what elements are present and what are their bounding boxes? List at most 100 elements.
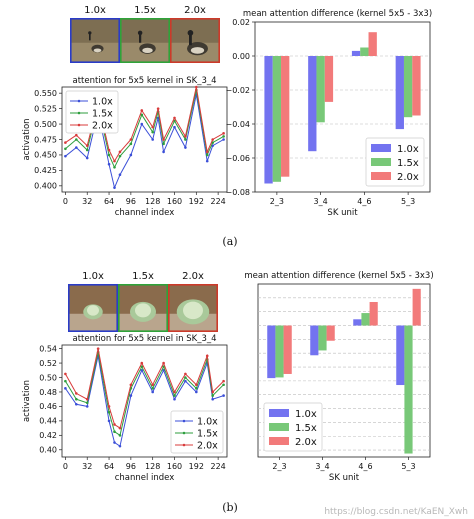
- series-point: [118, 150, 122, 154]
- legend-label: 2.0x: [197, 441, 218, 452]
- x-tick-label: 4_6: [358, 462, 372, 471]
- legend-marker: [182, 443, 186, 447]
- series-point: [162, 150, 165, 154]
- bar-2_3-1-5x: [272, 56, 282, 182]
- series-point: [107, 153, 111, 157]
- x-tick-label: 3_4: [315, 462, 329, 471]
- y-tick-label: −0.06: [225, 154, 250, 163]
- x-tick-label: 32: [82, 197, 92, 206]
- series-point: [113, 186, 116, 189]
- legend-marker: [77, 99, 81, 103]
- panel-label: (b): [222, 501, 238, 514]
- series-point: [162, 361, 165, 365]
- series-point: [64, 379, 67, 383]
- series-point: [184, 146, 187, 149]
- bar-4_6-1-0x: [351, 50, 361, 56]
- bar-chart: mean attention difference (kernel 5x5 - …: [225, 9, 432, 218]
- series-point: [211, 390, 214, 394]
- series-point: [211, 397, 214, 401]
- series-point: [129, 394, 133, 397]
- series-point: [162, 138, 165, 141]
- bar-5_3-2-0x: [412, 288, 421, 326]
- series-point: [205, 150, 209, 154]
- series-point: [129, 383, 133, 387]
- x-tick-label: 64: [104, 462, 114, 471]
- legend-swatch: [269, 423, 289, 431]
- thumbnail-strip: 1.0x 1.5x 2.0x: [70, 5, 221, 64]
- goose-head: [137, 30, 143, 36]
- cabbage-heart: [87, 305, 99, 316]
- series-point: [75, 146, 78, 149]
- bar-4_6-1-5x: [361, 313, 370, 326]
- series-point: [151, 125, 154, 129]
- x-axis-label: channel index: [115, 208, 175, 218]
- bar-chart-title: mean attention difference (kernel 5x5 - …: [244, 271, 433, 281]
- series-point: [173, 116, 176, 120]
- bar-5_3-1-5x: [404, 325, 413, 454]
- series-point: [64, 372, 67, 376]
- series-point: [107, 419, 111, 423]
- goose-head: [187, 29, 194, 36]
- series-point: [211, 394, 214, 397]
- y-tick-label: 0.550: [34, 89, 57, 98]
- y-tick-label: 0.02: [232, 18, 250, 27]
- y-tick-label: 0.475: [34, 135, 57, 144]
- y-tick-label: 0.46: [39, 402, 57, 411]
- series-point: [173, 390, 176, 394]
- thumbnail-frame: [170, 17, 221, 64]
- bar-5_3-2-0x: [412, 56, 421, 116]
- series-point: [195, 383, 198, 387]
- series-point: [75, 138, 78, 141]
- thumbnail-scale-label: 2.0x: [182, 271, 204, 282]
- series-point: [85, 405, 89, 408]
- series-point: [85, 144, 89, 147]
- series-point: [184, 372, 187, 376]
- bar-3_4-1-0x: [308, 56, 317, 152]
- line-chart: attention for 5x5 kernel in SK_3_4 0.40 0.…: [22, 334, 228, 483]
- y-tick-label: 0.400: [34, 182, 57, 191]
- legend-label: 1.0x: [397, 144, 419, 155]
- series-point: [205, 159, 209, 163]
- thumbnail-frame: [120, 17, 171, 64]
- series-point: [64, 147, 67, 151]
- bar-3_4-2-0x: [324, 56, 334, 102]
- series-point: [195, 390, 198, 394]
- series-point: [75, 133, 78, 137]
- legend-swatch: [371, 158, 391, 166]
- legend-label: 1.5x: [197, 429, 218, 440]
- series-point: [85, 397, 89, 401]
- series-point: [173, 125, 176, 129]
- y-tick-label: 0.425: [34, 166, 57, 175]
- series-point: [222, 383, 225, 387]
- goose-belly: [190, 47, 205, 54]
- series-point: [222, 379, 225, 383]
- series-point: [129, 153, 133, 157]
- x-tick-label: 96: [126, 197, 136, 206]
- x-tick-label: 0: [63, 462, 68, 471]
- series-point: [129, 142, 133, 146]
- x-tick-label: 2_3: [270, 197, 284, 206]
- x-tick-label: 192: [189, 462, 204, 471]
- series-point: [205, 153, 209, 157]
- y-tick-label: −0.08: [225, 188, 250, 197]
- series-point: [85, 401, 89, 405]
- series-point: [140, 368, 144, 372]
- cabbage-heart: [135, 303, 151, 318]
- x-tick-label: 5_3: [401, 462, 415, 471]
- y-axis-label: activation: [22, 380, 32, 422]
- series-point: [173, 119, 176, 123]
- x-tick-label: 4_6: [357, 197, 371, 206]
- y-tick-label: 0.00: [232, 52, 250, 61]
- bar-4_6-1-0x: [353, 319, 362, 326]
- series-point: [113, 430, 116, 434]
- thumbnail-scale-label: 1.5x: [132, 271, 154, 282]
- x-tick-label: 192: [189, 197, 204, 206]
- series-point: [151, 390, 154, 394]
- thumbnail-scale-label: 1.0x: [84, 5, 106, 16]
- series-point: [195, 85, 198, 89]
- series-point: [173, 394, 176, 397]
- thumbnail-scale-label: 1.5x: [134, 5, 156, 16]
- series-point: [118, 154, 122, 158]
- thumbnail-frame: [68, 283, 119, 332]
